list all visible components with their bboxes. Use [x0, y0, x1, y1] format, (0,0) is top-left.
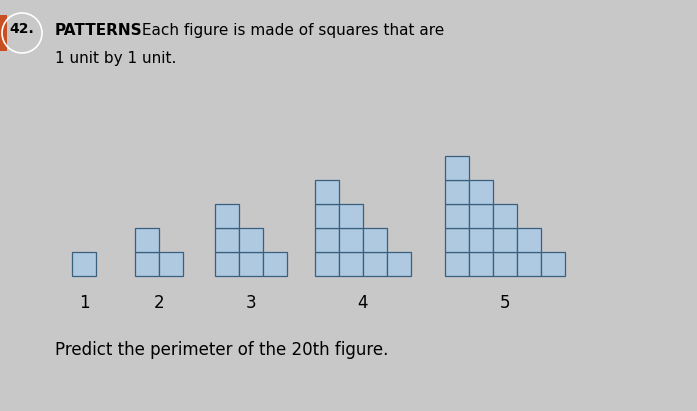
- Bar: [215, 204, 239, 228]
- Text: 42.: 42.: [10, 22, 34, 36]
- Bar: [493, 228, 517, 252]
- Bar: [339, 204, 363, 228]
- Bar: [263, 252, 287, 276]
- Bar: [541, 252, 565, 276]
- Text: 3: 3: [245, 294, 256, 312]
- Bar: [469, 204, 493, 228]
- Bar: [0, 15, 7, 51]
- Bar: [493, 252, 517, 276]
- Bar: [135, 252, 159, 276]
- Bar: [445, 228, 469, 252]
- Text: PATTERNS: PATTERNS: [55, 23, 143, 38]
- Bar: [315, 228, 339, 252]
- Bar: [517, 228, 541, 252]
- Bar: [339, 228, 363, 252]
- Bar: [339, 252, 363, 276]
- Text: 4: 4: [358, 294, 368, 312]
- Bar: [493, 204, 517, 228]
- Text: 1: 1: [79, 294, 89, 312]
- Bar: [363, 228, 387, 252]
- Bar: [445, 180, 469, 204]
- Bar: [239, 228, 263, 252]
- Bar: [315, 180, 339, 204]
- Bar: [215, 252, 239, 276]
- Bar: [387, 252, 411, 276]
- Bar: [445, 204, 469, 228]
- Bar: [445, 252, 469, 276]
- Bar: [469, 228, 493, 252]
- Text: Each figure is made of squares that are: Each figure is made of squares that are: [137, 23, 444, 38]
- Text: 5: 5: [500, 294, 510, 312]
- Bar: [469, 180, 493, 204]
- Text: 2: 2: [153, 294, 164, 312]
- Text: 1 unit by 1 unit.: 1 unit by 1 unit.: [55, 51, 176, 66]
- Text: Predict the perimeter of the 20th figure.: Predict the perimeter of the 20th figure…: [55, 341, 388, 359]
- Bar: [315, 204, 339, 228]
- Bar: [517, 252, 541, 276]
- Bar: [315, 252, 339, 276]
- Bar: [135, 228, 159, 252]
- Bar: [469, 252, 493, 276]
- Bar: [72, 252, 96, 276]
- Bar: [239, 252, 263, 276]
- Bar: [159, 252, 183, 276]
- Bar: [445, 156, 469, 180]
- Bar: [215, 228, 239, 252]
- Bar: [363, 252, 387, 276]
